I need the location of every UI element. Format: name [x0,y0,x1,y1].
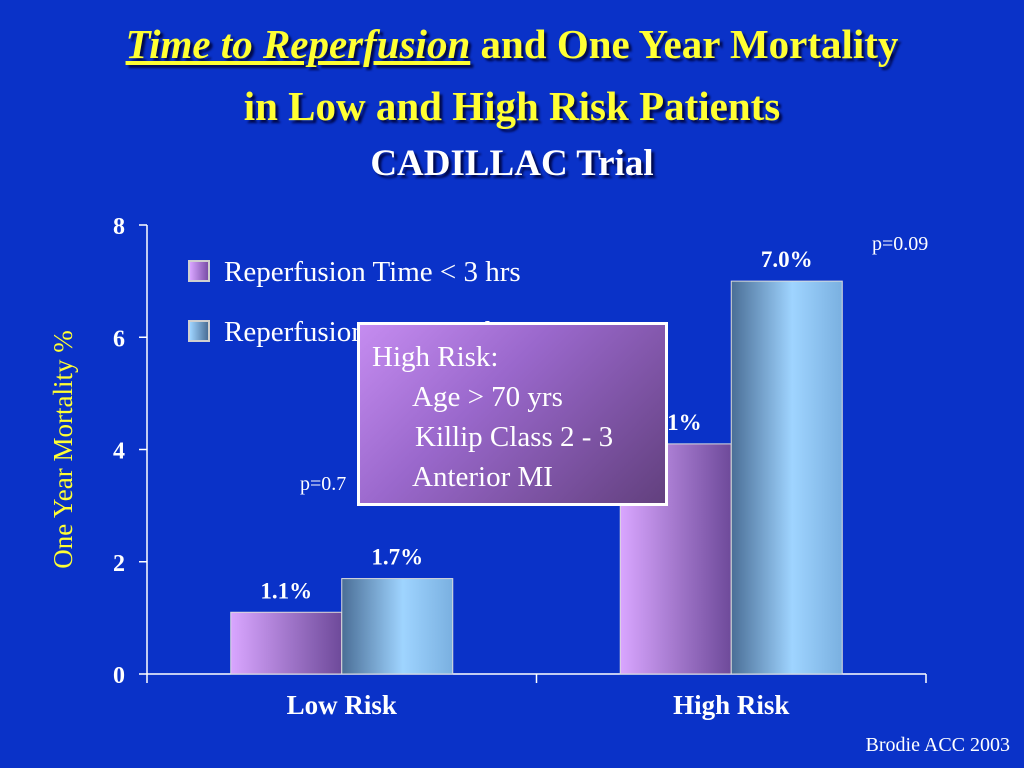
legend-item-under-3hrs: Reperfusion Time < 3 hrs [188,256,521,289]
title-line-1: Time to Reperfusion and One Year Mortali… [0,20,1024,68]
callout-heading: High Risk: [372,341,499,373]
high-risk-callout: High Risk: Age > 70 yrs Killip Class 2 -… [357,322,668,506]
source-credit: Brodie ACC 2003 [865,734,1010,756]
bar-value-label: 7.0% [761,247,813,272]
bar-value-label: 1.1% [260,578,312,603]
title-rest: and One Year Mortality [470,21,899,67]
bar [341,578,454,675]
y-tick-label: 4 [113,439,125,465]
x-category-label: Low Risk [287,690,397,720]
x-category-label: High Risk [673,690,789,720]
y-tick-label: 6 [113,326,125,352]
bar [730,280,843,675]
bar-value-label: 1.7% [371,545,423,570]
y-tick-label: 8 [113,214,125,240]
title-line-2: in Low and High Risk Patients [243,83,781,129]
chart-subtitle: CADILLAC Trial [370,143,654,184]
legend-swatch-blue [188,320,210,343]
p-value-high-risk: p=0.09 [872,233,929,255]
bar [230,611,343,675]
y-axis-title: One Year Mortality % [48,330,78,568]
callout-line-age: Age > 70 yrs [412,381,563,413]
y-tick-label: 2 [113,551,125,577]
callout-line-anterior: Anterior MI [412,461,553,493]
title-emphasis: Time to Reperfusion [125,21,471,67]
legend-swatch-purple [188,260,210,283]
y-tick-label: 0 [113,663,125,689]
callout-line-killip: Killip Class 2 - 3 [415,421,614,453]
legend-label-1: Reperfusion Time < 3 hrs [224,256,521,288]
p-value-low-risk: p=0.7 [300,473,347,495]
